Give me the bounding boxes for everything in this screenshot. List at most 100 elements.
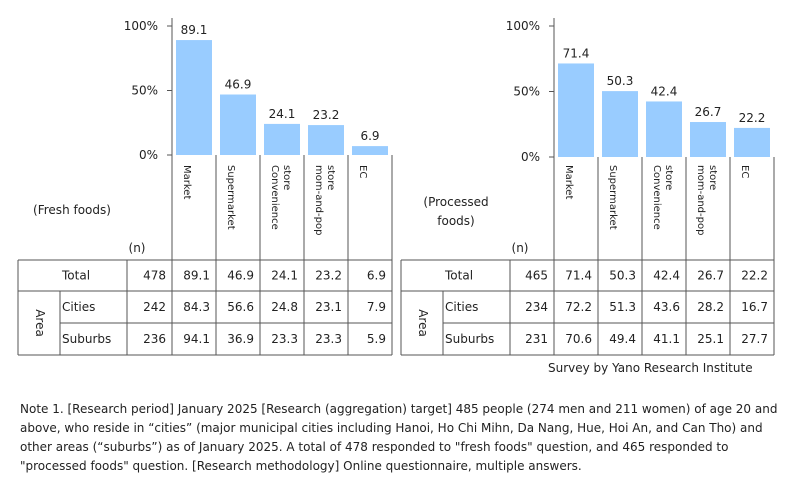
panel2-category-label: mom-and-pop store <box>695 165 718 235</box>
panel1-bar <box>264 123 300 155</box>
source-credit: Survey by Yano Research Institute <box>548 361 753 375</box>
panel2-table-cell: 71.4 <box>565 269 592 283</box>
panel2-table-cell: 70.6 <box>565 332 592 346</box>
panel1-table-cell: 5.9 <box>367 332 386 346</box>
panel2-table-cell: 28.2 <box>697 300 724 314</box>
panel2-table-cell: 51.3 <box>609 300 636 314</box>
panel2-y-tick-label: 100% <box>506 19 540 33</box>
panel2-category-label-line: EC <box>739 165 750 178</box>
panel2-table-cell: 49.4 <box>609 332 636 346</box>
panel1-n-header: (n) <box>129 241 146 255</box>
panel1-table-cell: 23.3 <box>315 332 342 346</box>
panel1-category-label-line: store <box>325 165 336 190</box>
panel1-table-cell: 89.1 <box>183 269 210 283</box>
panel1-bar-value-label: 89.1 <box>181 23 208 37</box>
panel2-bar <box>558 63 594 157</box>
panel2-category-label-line: Convenience <box>651 165 662 230</box>
panel1-bar <box>308 125 344 155</box>
panel1-table-cell: 24.1 <box>271 269 298 283</box>
panel2-row-n: 234 <box>525 300 548 314</box>
panel1-category-label: Market <box>181 165 192 199</box>
panel1-bar <box>352 146 388 155</box>
panel1-table-cell: 94.1 <box>183 332 210 346</box>
panel2-table-label: foods) <box>437 214 474 228</box>
panel2-y-tick-label: 0% <box>521 150 540 164</box>
panel1-category-label: Supermarket <box>225 165 236 230</box>
panel1-y-tick-label: 100% <box>124 19 158 33</box>
research-note: Note 1. [Research period] January 2025 [… <box>20 402 778 473</box>
panel1-row-label: Suburbs <box>62 332 111 346</box>
panel1-bar <box>176 40 212 155</box>
panel1-table-cell: 23.2 <box>315 269 342 283</box>
panel2-category-label: Supermarket <box>607 165 618 230</box>
panel2-bar <box>602 91 638 157</box>
panel2-category-label-line: Market <box>563 165 574 199</box>
panel2-category-label-line: Supermarket <box>607 165 618 230</box>
panel2-table-cell: 72.2 <box>565 300 592 314</box>
panel1-row-n: 236 <box>143 332 166 346</box>
panel1-row-label: Total <box>61 269 90 283</box>
panel1-area-label: Area <box>33 309 47 337</box>
panel1-category-label-line: store <box>281 165 292 190</box>
panel1-table-cell: 46.9 <box>227 269 254 283</box>
panel1-row-n: 478 <box>143 269 166 283</box>
panel1-table-cell: 23.1 <box>315 300 342 314</box>
panel1-row-label: Cities <box>62 300 95 314</box>
panel1-category-label: Convenience store <box>269 165 292 230</box>
panel2-area-label: Area <box>416 309 430 337</box>
panel1-table-cell: 36.9 <box>227 332 254 346</box>
panel2-table-label: (Processed <box>423 195 488 209</box>
panel2-table-cell: 27.7 <box>741 332 768 346</box>
panel1-table-cell: 7.9 <box>367 300 386 314</box>
panel2-category-label-line: mom-and-pop <box>695 165 706 235</box>
panel2-category-label: Market <box>563 165 574 199</box>
panel2-bar-value-label: 42.4 <box>651 84 678 98</box>
panel1-bar-value-label: 46.9 <box>225 77 252 91</box>
panel2-table-cell: 25.1 <box>697 332 724 346</box>
panel2-row-n: 231 <box>525 332 548 346</box>
panel1-bar-value-label: 6.9 <box>360 129 379 143</box>
panel2-table-cell: 16.7 <box>741 300 768 314</box>
panel1-bar <box>220 94 256 155</box>
panel2-category-label: EC <box>739 165 750 178</box>
panel1-category-label-line: Market <box>181 165 192 199</box>
panel1-table-cell: 84.3 <box>183 300 210 314</box>
panel2-table-cell: 22.2 <box>741 269 768 283</box>
panel1-y-tick-label: 0% <box>139 148 158 162</box>
panel1-bar-value-label: 24.1 <box>269 107 296 121</box>
panel1-category-label: EC <box>357 165 368 178</box>
panel2-bar-value-label: 26.7 <box>695 105 722 119</box>
panel2-bar <box>690 122 726 157</box>
panel1-category-label-line: Supermarket <box>225 165 236 230</box>
panel1-category-label-line: EC <box>357 165 368 178</box>
panel2-bar-value-label: 71.4 <box>563 46 590 60</box>
panel2-row-n: 465 <box>525 269 548 283</box>
panel1-category-label-line: Convenience <box>269 165 280 230</box>
panel1-table-cell: 6.9 <box>367 269 386 283</box>
panel2-table-cell: 43.6 <box>653 300 680 314</box>
panel2-n-header: (n) <box>512 241 529 255</box>
panel2-category-label-line: store <box>663 165 674 190</box>
panel1-category-label: mom-and-pop store <box>313 165 336 235</box>
panel1-category-label-line: mom-and-pop <box>313 165 324 235</box>
panel2-y-tick-label: 50% <box>513 85 540 99</box>
panel1-y-tick-label: 50% <box>131 84 158 98</box>
panel2-row-label: Total <box>444 269 473 283</box>
panel2-bar-value-label: 22.2 <box>739 111 766 125</box>
panel2-category-label-line: store <box>707 165 718 190</box>
panel1-row-n: 242 <box>143 300 166 314</box>
panel1-table-cell: 24.8 <box>271 300 298 314</box>
panel2-bar <box>734 127 770 157</box>
panel1-table-cell: 56.6 <box>227 300 254 314</box>
panel2-row-label: Suburbs <box>445 332 494 346</box>
panel2-table-cell: 50.3 <box>609 269 636 283</box>
panel2-table-cell: 41.1 <box>653 332 680 346</box>
panel2-bar-value-label: 50.3 <box>607 74 634 88</box>
panel2-table-cell: 42.4 <box>653 269 680 283</box>
panel2-category-label: Convenience store <box>651 165 674 230</box>
panel2-row-label: Cities <box>445 300 478 314</box>
panel1-bar-value-label: 23.2 <box>313 108 340 122</box>
panel1-table-label: (Fresh foods) <box>33 203 111 217</box>
panel1-table-cell: 23.3 <box>271 332 298 346</box>
